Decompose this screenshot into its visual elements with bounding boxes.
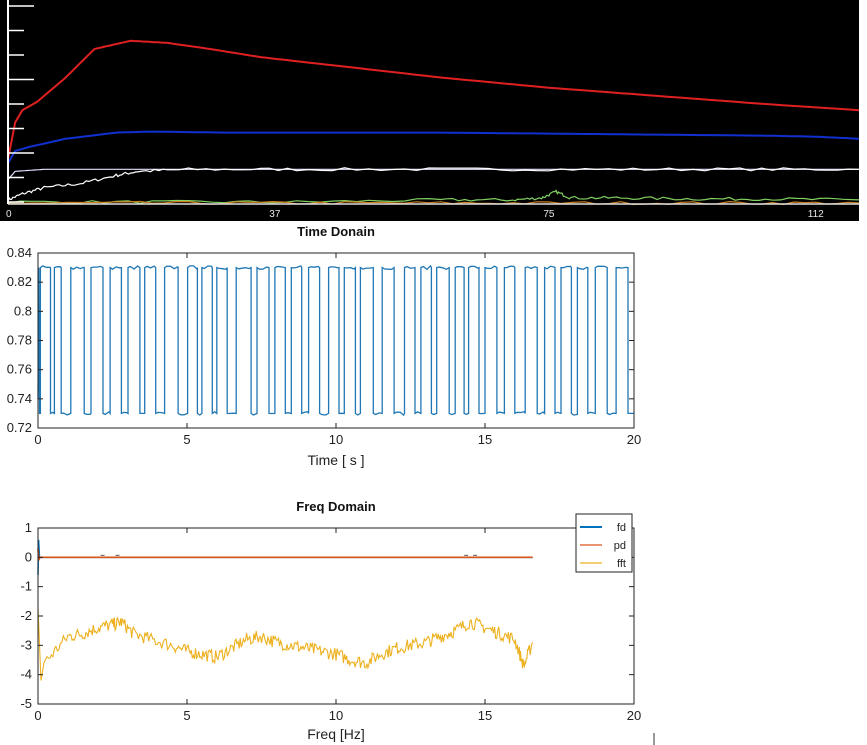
time-domain-title: Time Donain xyxy=(297,224,375,239)
freq-domain-xlabel: Freq [Hz] xyxy=(307,726,365,742)
legend-box xyxy=(575,513,633,573)
freq-domain-y-tick-label: -5 xyxy=(20,696,32,711)
time-domain-xlabel: Time [ s ] xyxy=(307,452,364,468)
monitor-series-1 xyxy=(7,39,860,160)
monitor-series-2 xyxy=(7,130,860,164)
time-domain-y-tick-label: 0.84 xyxy=(7,245,32,260)
time-domain-x-tick-label: 5 xyxy=(183,432,190,447)
time-domain-y-tick-label: 0.82 xyxy=(7,274,32,289)
freq-domain-axes-box xyxy=(37,527,635,705)
time-domain-x-tick-label: 20 xyxy=(627,432,641,447)
monitor-series-6 xyxy=(7,200,860,206)
time-domain-x-tick-label: 10 xyxy=(329,432,343,447)
freq-domain-pd-series xyxy=(37,548,533,561)
legend-label-pd: pd xyxy=(614,540,626,552)
time-domain-y-tick-label: 0.72 xyxy=(7,420,32,435)
monitor-x-tick-label: 75 xyxy=(543,209,555,220)
time-domain-x-tick-label: 0 xyxy=(34,432,41,447)
freq-domain-x-tick-label: 0 xyxy=(34,708,41,723)
freq-domain-y-tick-label: 1 xyxy=(25,520,32,535)
time-domain-series xyxy=(37,264,634,417)
time-domain-y-tick-label: 0.8 xyxy=(14,303,32,318)
monitor-series-4 xyxy=(7,167,860,202)
freq-domain-y-tick-label: -1 xyxy=(20,579,32,594)
monitor-panel: 0 37 75 112 xyxy=(0,0,860,221)
freq-domain-x-tick-label: 15 xyxy=(478,708,492,723)
legend-label-fft: fft xyxy=(617,558,626,570)
monitor-x-tick-label: 112 xyxy=(808,209,824,220)
freq-domain-y-tick-label: 0 xyxy=(25,549,32,564)
freq-domain-legend: fd pd fft xyxy=(575,513,633,573)
freq-domain-y-tick-label: -4 xyxy=(20,667,32,682)
time-domain-x-tick-label: 15 xyxy=(478,432,492,447)
time-domain-y-tick-label: 0.74 xyxy=(7,391,32,406)
legend-label-fd: fd xyxy=(617,522,626,534)
freq-domain-x-tick-label: 20 xyxy=(627,708,641,723)
time-domain-y-tick-label: 0.76 xyxy=(7,362,32,377)
freq-domain-title: Freq Domain xyxy=(296,499,376,514)
monitor-x-tick-label: 0 xyxy=(6,209,12,220)
freq-domain-x-tick-label: 10 xyxy=(329,708,343,723)
time-domain-y-tick-label: 0.78 xyxy=(7,333,32,348)
monitor-x-tick-label: 37 xyxy=(269,209,281,220)
freq-domain-y-tick-label: -2 xyxy=(20,608,32,623)
freq-domain-fft-series xyxy=(37,607,534,681)
monitor-background xyxy=(0,0,859,221)
monitor-series-5 xyxy=(7,189,860,205)
time-domain-panel: Time Donain 0 5 10 15 20 0.84 0.82 0.8 0.78 0.76 0… xyxy=(7,224,642,468)
freq-domain-x-tick-label: 5 xyxy=(183,708,190,723)
freq-domain-y-tick-label: -3 xyxy=(20,637,32,652)
